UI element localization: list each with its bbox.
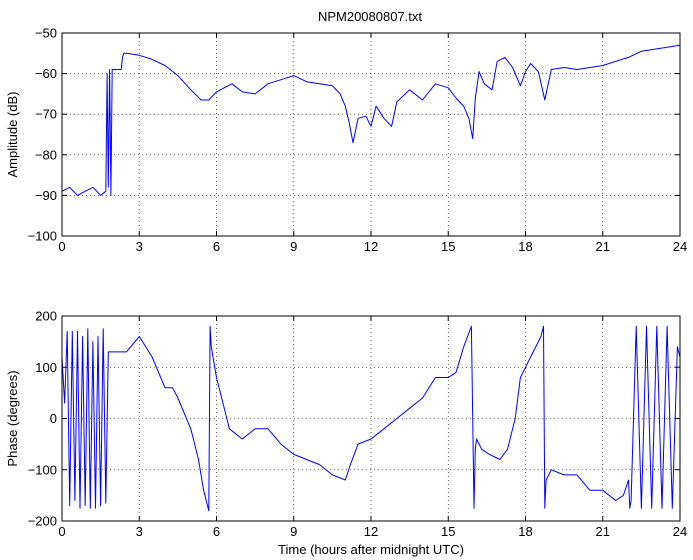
phase-xtick-label-3: 9 [290, 524, 297, 539]
phase-xtick-label-0: 0 [58, 524, 65, 539]
amplitude-plot: 0 3 6 9 12 15 18 21 24 −100 −90 −80 −70 −60 −50 Amplitu… [5, 26, 687, 255]
phase-xtick-label-1: 3 [136, 524, 143, 539]
amp-xtick-label-3: 9 [290, 239, 297, 254]
phase-ytick-label-1: −100 [28, 462, 57, 477]
phase-xlabel: Time (hours after midnight UTC) [278, 542, 464, 557]
phase-ytick-label-2: 0 [50, 411, 57, 426]
amp-ytick-label-5: −50 [35, 26, 57, 41]
amp-ytick-label-2: −80 [35, 147, 57, 162]
amp-ytick-label-3: −70 [35, 107, 57, 122]
amp-ytick-label-0: −100 [28, 229, 57, 244]
phase-xtick-label-7: 21 [596, 524, 610, 539]
amp-xtick-label-7: 21 [596, 239, 610, 254]
phase-ytick-label-3: 100 [35, 360, 57, 375]
amp-series-line-0 [61, 44, 681, 196]
amp-xtick-label-2: 6 [213, 239, 220, 254]
amp-xtick-label-5: 15 [441, 239, 455, 254]
phase-xtick-label-2: 6 [213, 524, 220, 539]
phase-xtick-label-4: 12 [364, 524, 378, 539]
phase-ytick-label-4: 200 [35, 309, 57, 324]
phase-xtick-label-8: 24 [673, 524, 687, 539]
amp-xtick-label-8: 24 [673, 239, 687, 254]
amp-xtick-label-4: 12 [364, 239, 378, 254]
amp-ylabel: Amplitude (dB) [5, 92, 20, 178]
amp-xtick-label-6: 18 [518, 239, 532, 254]
phase-ytick-label-0: −200 [28, 514, 57, 529]
amp-ytick-label-4: −60 [35, 66, 57, 81]
phase-xtick-label-5: 15 [441, 524, 455, 539]
amp-ytick-label-1: −90 [35, 188, 57, 203]
chart-title: NPM20080807.txt [318, 9, 422, 24]
phase-ylabel: Phase (degrees) [5, 370, 20, 466]
amp-xtick-label-1: 3 [136, 239, 143, 254]
phase-plot: 0 3 6 9 12 15 18 21 24 −200 −100 0 100 200 Phase (degr… [5, 309, 687, 558]
phase-series-line-0 [61, 325, 681, 512]
phase-xtick-label-6: 18 [518, 524, 532, 539]
amp-plot-area [62, 33, 680, 236]
amp-xtick-label-0: 0 [58, 239, 65, 254]
